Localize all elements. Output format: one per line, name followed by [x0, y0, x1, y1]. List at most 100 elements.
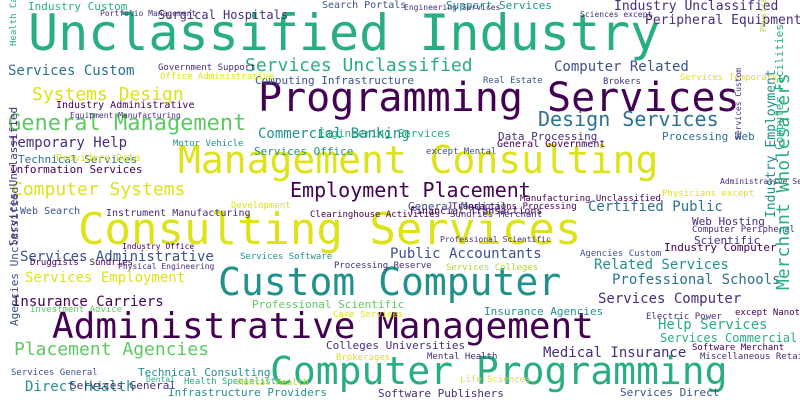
- word: Unclassified Industry: [28, 4, 661, 62]
- word: Direct Health: [25, 379, 135, 395]
- word: Dental: [146, 375, 175, 384]
- word: Placement Agencies: [14, 339, 210, 360]
- word: Mental Health: [238, 378, 309, 388]
- word: Industry Custom: [28, 0, 128, 13]
- word: Industry Administrative: [56, 100, 195, 111]
- word: Motor Vehicle: [173, 139, 244, 149]
- word: Services General: [11, 368, 98, 378]
- word: Help Services: [658, 317, 768, 333]
- word: General Government: [497, 139, 606, 150]
- word: Professional Schools: [612, 272, 781, 288]
- word: Office Administrative: [160, 72, 274, 82]
- word: Manufacturing Unclassified: [520, 194, 661, 204]
- word: Computer Systems: [12, 179, 186, 200]
- word: Care Services: [333, 310, 404, 320]
- word: Services Direct: [620, 386, 720, 399]
- word: Services Temporary: [680, 73, 778, 83]
- word: Search Portals: [322, 0, 407, 11]
- word: Web Search: [20, 206, 81, 217]
- word: Transactions Processing: [452, 202, 577, 212]
- word: Design Services: [538, 107, 719, 131]
- word: Services Unclassified: [245, 55, 473, 76]
- word: Providers Data: [56, 153, 141, 164]
- word: Administrative Management: [52, 306, 594, 347]
- word: Industry Office: [122, 242, 195, 251]
- word: Processing Web: [662, 130, 755, 143]
- word: Processing Reserve: [334, 261, 432, 271]
- word: Scientific: [694, 234, 761, 247]
- word: Surgical Hospitals: [158, 8, 289, 22]
- word: Development: [231, 201, 291, 211]
- word: Software Merchant: [692, 343, 785, 353]
- word: Public Accountants: [390, 246, 542, 262]
- word: Related Services: [594, 257, 729, 273]
- word: Agencies Custom: [580, 249, 662, 259]
- word: Sundries Merchant: [450, 210, 543, 220]
- word: Certified Public: [588, 199, 723, 215]
- vertical-word: Services Unclassified: [7, 106, 20, 246]
- word: Administrative Services: [720, 177, 800, 186]
- word: Engineering Services: [404, 3, 501, 12]
- word: Computing Infrastructure: [255, 74, 414, 87]
- word: Services Employment: [25, 270, 186, 286]
- word: General Management: [8, 111, 247, 136]
- vertical-word: Computer Facilities: [773, 24, 786, 150]
- word: Real Estate: [483, 76, 543, 86]
- word: Services Administrative: [20, 249, 214, 265]
- word: Equipment Manufacturing: [70, 111, 181, 120]
- word: Software Publishers: [378, 387, 504, 400]
- word: Clearinghouse Activities: [310, 210, 441, 220]
- word: Information Services: [10, 163, 143, 176]
- word: Infrastructure Providers: [168, 386, 327, 399]
- word: Sciences except: [580, 10, 653, 19]
- word: Services General: [70, 379, 176, 392]
- word: Data Processing: [498, 130, 598, 143]
- word: Services Computer: [598, 291, 742, 307]
- word: Insurance Agencies: [484, 305, 604, 318]
- word: Programming Services: [258, 75, 740, 121]
- word: Brokers: [603, 77, 641, 87]
- word: Peripheral Equipment: [645, 13, 800, 28]
- word: Brokerages: [336, 353, 391, 363]
- word: Support Services: [446, 0, 552, 12]
- word: Services Colleges: [446, 263, 539, 273]
- word: Systems Design: [32, 84, 184, 105]
- word: Miscellaneous Retailers: [700, 352, 800, 362]
- word: Professional Scientific: [252, 298, 405, 311]
- word: Medical Insurance: [543, 345, 687, 361]
- word: Commercial Banking: [258, 126, 410, 142]
- word: Physical Engineering: [118, 262, 215, 271]
- word: Services Custom: [8, 63, 135, 79]
- word: Druggists' Sundries: [30, 258, 133, 268]
- word: Financial Transactions: [410, 206, 543, 217]
- word: Services Commercial: [660, 331, 798, 345]
- word: Industry Unclassified: [614, 0, 779, 14]
- word: General Medical: [408, 200, 508, 213]
- vertical-word: Health Care: [9, 0, 19, 46]
- word: Engineering Services: [318, 127, 451, 140]
- word: Computer Related: [554, 59, 689, 75]
- word: Electric Power: [646, 312, 722, 322]
- word: Web Hosting: [692, 215, 765, 228]
- word: Employment Placement: [290, 178, 531, 202]
- word: Computer Peripheral: [692, 225, 795, 235]
- word: Government Support: [158, 63, 256, 73]
- word: Colleges Universities: [326, 339, 466, 352]
- word: Insurance Carriers: [12, 294, 164, 310]
- word: Portfolio Management: [100, 9, 197, 18]
- word: Consulting Services: [78, 204, 582, 255]
- word: Management Consulting: [178, 138, 659, 182]
- word: Instrument Manufacturing: [106, 208, 251, 219]
- vertical-word: Services Custom: [734, 67, 743, 140]
- word: except Nanotechnology: [735, 308, 800, 318]
- word: Life Sciences: [460, 375, 531, 385]
- word: Physicians except: [662, 189, 755, 199]
- word: Professional Scientific: [440, 235, 551, 244]
- word: Services Software: [240, 252, 333, 262]
- word: Technical Consulting: [138, 366, 271, 379]
- word: Computer Programming: [270, 349, 728, 393]
- word: Mental Health: [427, 352, 498, 362]
- word: Custom Computer: [218, 260, 562, 304]
- word: Investment Advice: [30, 305, 123, 315]
